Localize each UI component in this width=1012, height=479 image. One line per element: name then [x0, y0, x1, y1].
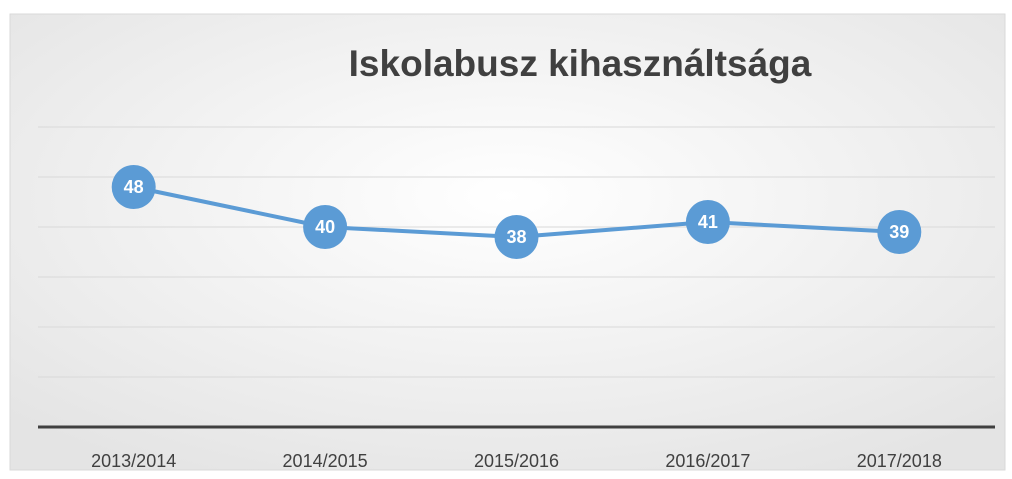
- data-label: 41: [698, 212, 718, 232]
- data-label: 38: [506, 227, 526, 247]
- marker: [685, 200, 730, 244]
- marker: [303, 205, 348, 249]
- data-label: 48: [124, 177, 144, 197]
- data-label: 39: [889, 222, 909, 242]
- x-tick-label: 2013/2014: [91, 451, 176, 471]
- x-tick-label: 2016/2017: [665, 451, 750, 471]
- x-tick-label: 2015/2016: [474, 451, 559, 471]
- marker: [494, 215, 539, 259]
- x-tick-label: 2017/2018: [857, 451, 942, 471]
- x-tick-label: 2014/2015: [283, 451, 368, 471]
- data-label: 40: [315, 217, 335, 237]
- marker: [877, 210, 922, 254]
- marker: [111, 165, 156, 209]
- chart-title: Iskolabusz kihasználtsága: [349, 43, 812, 84]
